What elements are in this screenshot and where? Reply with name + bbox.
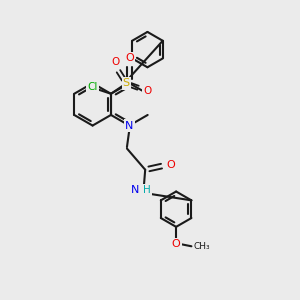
- Text: S: S: [123, 79, 130, 88]
- Text: H: H: [143, 185, 151, 195]
- Text: N: N: [125, 121, 134, 130]
- Text: O: O: [172, 239, 181, 249]
- Text: N: N: [131, 185, 140, 195]
- Text: O: O: [125, 53, 134, 63]
- Text: O: O: [166, 160, 175, 170]
- Text: Cl: Cl: [87, 82, 98, 92]
- Text: CH₃: CH₃: [194, 242, 210, 251]
- Text: O: O: [111, 57, 119, 67]
- Text: O: O: [143, 86, 152, 96]
